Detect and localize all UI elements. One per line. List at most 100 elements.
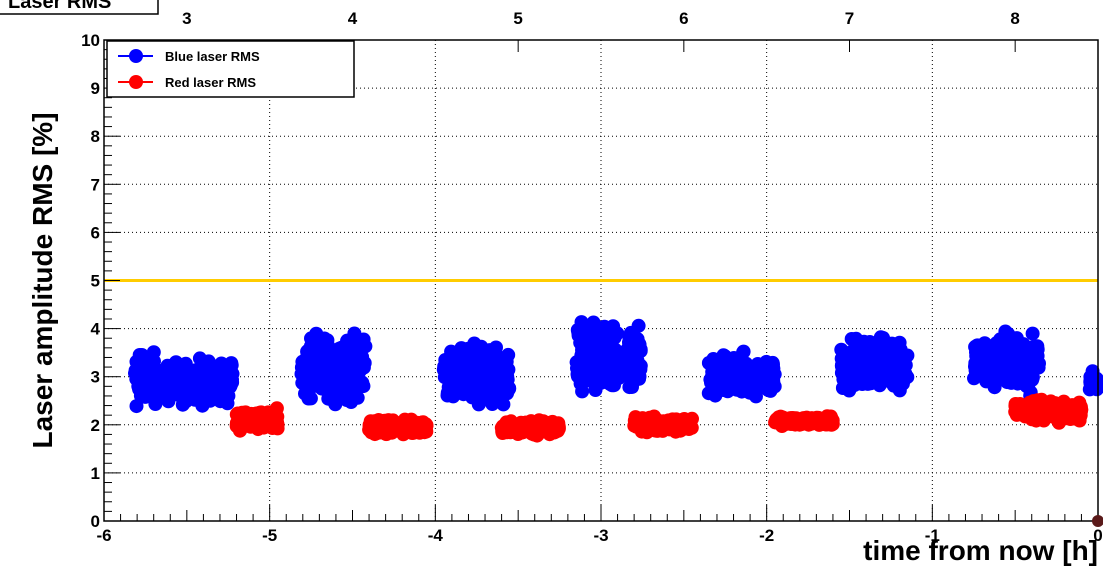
data-point — [362, 422, 377, 437]
data-point — [452, 357, 467, 372]
legend-label: Blue laser RMS — [165, 49, 260, 64]
data-point — [605, 378, 620, 393]
data-point — [736, 345, 751, 360]
title-box-frame — [0, 0, 159, 15]
data-point — [483, 393, 498, 408]
marker-cluster — [160, 351, 240, 413]
data-point — [221, 380, 236, 395]
data-point — [998, 324, 1013, 339]
data-point — [762, 360, 777, 375]
y-tick-label: 4 — [91, 320, 101, 339]
marker-cluster — [362, 412, 434, 442]
y-tick-label: 0 — [91, 512, 100, 531]
marker-cluster — [294, 326, 373, 412]
y-axis-title: Laser amplitude RMS [%] — [27, 112, 58, 448]
data-point — [639, 425, 654, 440]
data-point — [1025, 326, 1040, 341]
legend-item: Red laser RMS — [118, 75, 256, 90]
data-point — [867, 371, 882, 386]
top-axis-label: 4 — [348, 9, 358, 28]
data-point — [515, 421, 530, 436]
data-point — [849, 367, 864, 382]
data-point — [453, 375, 468, 390]
y-tick-label: 1 — [91, 464, 100, 483]
data-point — [1032, 356, 1046, 371]
marker-cluster — [701, 344, 782, 404]
data-point — [843, 354, 857, 368]
data-point — [309, 351, 324, 366]
data-point — [190, 377, 205, 392]
marker-cluster — [494, 413, 566, 443]
data-point — [1007, 374, 1022, 389]
data-point — [622, 380, 637, 395]
marker-cluster — [627, 409, 699, 440]
data-point — [615, 367, 630, 382]
data-point — [849, 331, 864, 346]
data-point — [311, 365, 326, 379]
data-point — [300, 372, 315, 387]
data-point — [495, 389, 510, 404]
y-tick-label: 2 — [91, 416, 100, 435]
y-tick-label: 8 — [91, 127, 100, 146]
data-point — [895, 372, 910, 387]
x-axis-title: time from now [h] — [863, 535, 1098, 566]
data-point — [493, 371, 508, 386]
series-blue-laser-rms — [128, 315, 1103, 414]
data-point — [321, 391, 336, 406]
x-tick-label: -4 — [428, 526, 444, 545]
data-point — [135, 352, 150, 367]
data-point — [977, 336, 992, 351]
data-point — [746, 374, 761, 388]
data-point — [320, 333, 335, 348]
legend-marker — [129, 49, 143, 63]
y-tick-label: 10 — [81, 31, 100, 50]
chart-title: Laser RMS — [8, 0, 111, 13]
top-axis-label: 3 — [182, 9, 191, 28]
data-point — [632, 415, 647, 430]
data-point — [303, 391, 318, 406]
x-tick-label: -3 — [593, 526, 608, 545]
data-point — [607, 330, 622, 345]
data-point — [825, 412, 839, 427]
data-point — [212, 368, 227, 383]
data-point — [1013, 343, 1027, 358]
marker-cluster — [834, 330, 915, 398]
data-point — [128, 363, 143, 378]
data-point — [601, 364, 615, 379]
top-axis-label: 6 — [679, 9, 688, 28]
x-tick-label: -5 — [262, 526, 277, 545]
data-point — [504, 419, 519, 434]
y-tick-label: 9 — [91, 79, 100, 98]
data-point — [979, 374, 994, 389]
x-tick-label: -6 — [96, 526, 111, 545]
corner-marker — [1092, 515, 1103, 527]
x-tick-label: 0 — [1093, 526, 1102, 545]
data-point — [467, 336, 482, 351]
data-point — [801, 417, 816, 432]
data-point — [329, 372, 344, 387]
data-point — [985, 352, 1000, 367]
data-point — [230, 406, 245, 421]
legend-label: Red laser RMS — [165, 75, 256, 90]
data-point — [354, 342, 369, 357]
data-point — [870, 338, 885, 353]
data-point — [355, 375, 370, 390]
data-point — [438, 353, 453, 367]
marker-cluster — [1008, 392, 1089, 430]
data-point — [708, 388, 723, 403]
y-tick-label: 5 — [91, 272, 100, 291]
data-point — [625, 357, 640, 372]
data-point — [766, 373, 781, 388]
series-red-laser-rms — [229, 392, 1089, 443]
legend: Blue laser RMS Red laser RMS — [106, 40, 355, 98]
data-point — [149, 378, 164, 393]
data-point — [1009, 403, 1024, 418]
data-point — [1047, 410, 1062, 425]
data-point — [501, 362, 516, 377]
data-point — [739, 356, 754, 371]
data-point — [177, 388, 192, 403]
marker-cluster — [436, 336, 517, 412]
marker-cluster — [229, 401, 285, 438]
data-point — [1087, 377, 1102, 392]
